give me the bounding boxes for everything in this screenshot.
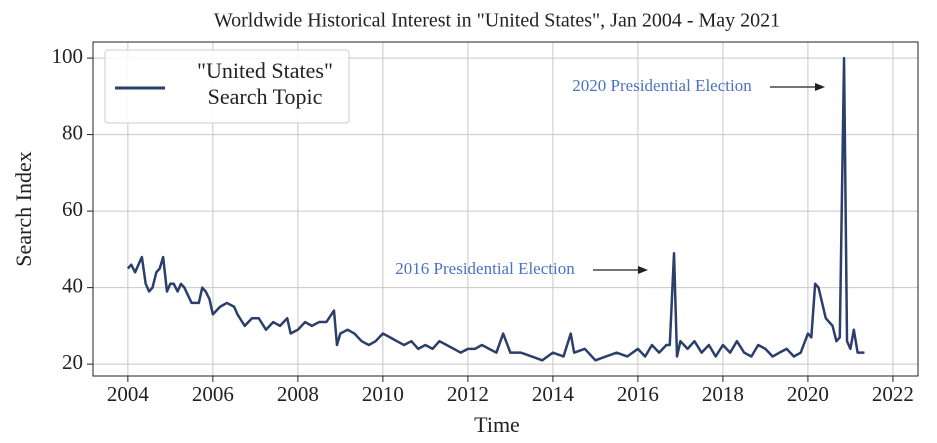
annotation: 2016 Presidential Election [395, 259, 575, 278]
y-axis-label: Search Index [11, 151, 36, 266]
y-tick-label: 100 [52, 44, 84, 68]
plot-frame [92, 41, 919, 377]
y-tick-label: 40 [62, 273, 83, 297]
x-tick-label: 2018 [702, 382, 744, 406]
x-tick-label: 2004 [107, 382, 150, 406]
y-tick-label: 60 [62, 197, 83, 221]
x-tick-label: 2022 [872, 382, 914, 406]
x-tick-label: 2010 [362, 382, 404, 406]
x-tick-label: 2012 [447, 382, 489, 406]
x-tick-label: 2020 [787, 382, 829, 406]
y-tick-label: 20 [62, 350, 83, 374]
y-tick-label: 80 [62, 120, 83, 144]
annotation: 2020 Presidential Election [572, 76, 752, 95]
legend-label: "United States" Search Topic [197, 58, 333, 109]
x-tick-label: 2014 [532, 382, 575, 406]
chart-title: Worldwide Historical Interest in "United… [214, 10, 780, 32]
line-series [126, 56, 865, 362]
arrow-head [815, 83, 825, 91]
legend-box [104, 49, 350, 124]
arrow-head [638, 266, 648, 274]
x-tick-label: 2006 [192, 382, 234, 406]
x-tick-label: 2016 [617, 382, 659, 406]
x-tick-label: 2008 [277, 382, 319, 406]
x-axis-label: Time [474, 412, 520, 437]
